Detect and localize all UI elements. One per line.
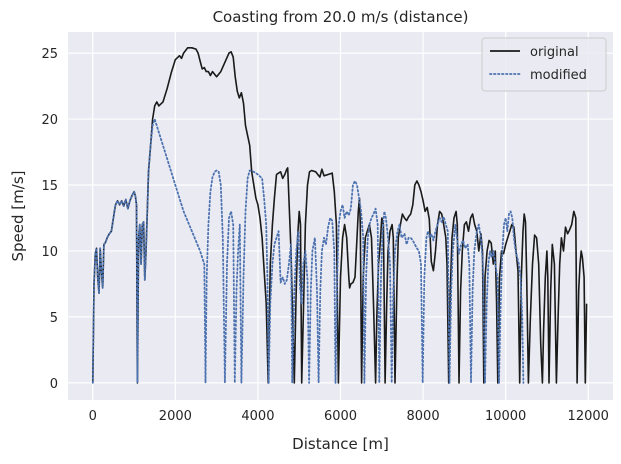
legend: original modified	[481, 37, 607, 92]
x-tick-label: 0	[89, 409, 97, 424]
x-tick-label: 10000	[485, 409, 526, 424]
series-line-modified	[91, 118, 525, 384]
x-tick-label: 8000	[407, 409, 440, 424]
y-tick-label: 0	[50, 377, 58, 392]
y-axis-label: Speed [m/s]	[9, 171, 27, 262]
legend-label-modified: modified	[530, 68, 587, 83]
x-tick-label: 12000	[568, 409, 609, 424]
y-tick-label: 25	[41, 47, 58, 62]
x-axis-label: Distance [m]	[292, 435, 389, 453]
y-tick-label: 5	[50, 311, 58, 326]
y-axis-ticks: 0 5 10 15 20 25	[41, 47, 58, 392]
x-tick-label: 6000	[324, 409, 357, 424]
series-layer	[91, 47, 588, 384]
chart-title: Coasting from 20.0 m/s (distance)	[213, 8, 469, 26]
y-tick-label: 20	[41, 113, 58, 128]
legend-label-original: original	[530, 45, 579, 60]
x-tick-label: 4000	[241, 409, 274, 424]
y-tick-label: 10	[41, 245, 58, 260]
x-axis-ticks: 0 2000 4000 6000 8000 10000 12000	[89, 409, 609, 424]
x-tick-label: 2000	[159, 409, 192, 424]
y-tick-label: 15	[41, 179, 58, 194]
